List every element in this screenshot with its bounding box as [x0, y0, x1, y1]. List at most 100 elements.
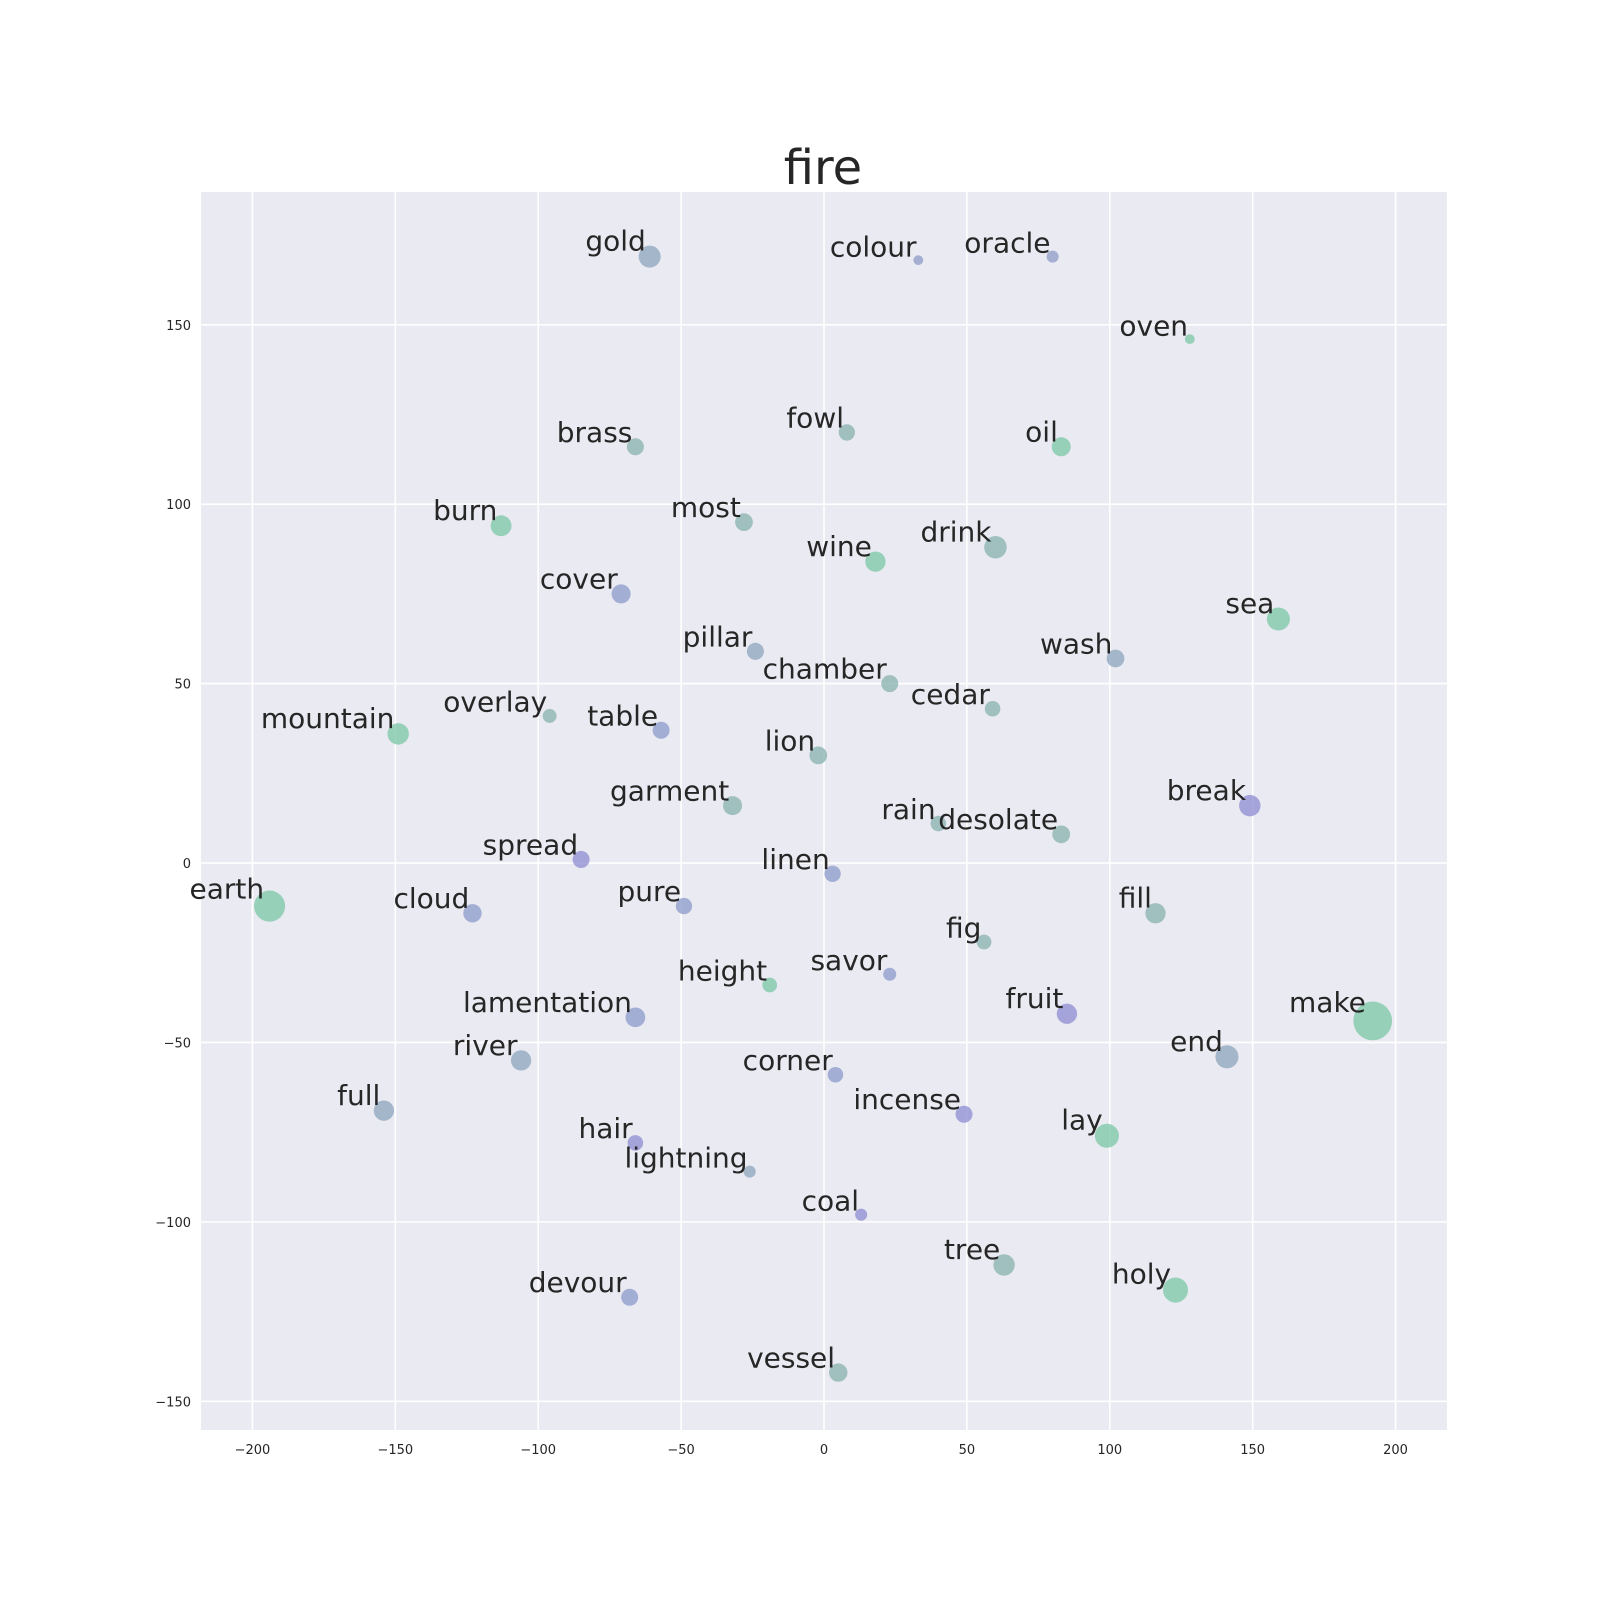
point-label-lay: lay [1061, 1104, 1103, 1137]
point-label-height: height [678, 954, 767, 987]
point-pure [675, 897, 693, 915]
point-lightning [743, 1165, 756, 1178]
point-height [762, 977, 778, 993]
point-spread [572, 850, 590, 868]
point-wine [865, 551, 886, 572]
point-lion [809, 746, 828, 765]
point-label-fruit: fruit [1005, 982, 1063, 1015]
point-fig [976, 934, 992, 950]
point-full [373, 1100, 395, 1121]
point-sea [1266, 607, 1290, 631]
x-tick-label: −100 [520, 1443, 556, 1458]
point-devour [621, 1288, 639, 1306]
data-points [254, 245, 1393, 1382]
tick-labels: −200 −150 −100 −50 0 50 100 150 200 −150 −100 −50 0 5… [155, 319, 1408, 1458]
point-label-full: full [337, 1079, 380, 1112]
point-label-lamentation: lamentation [463, 986, 632, 1019]
point-oracle [1046, 250, 1059, 263]
point-label-colour: colour [830, 230, 917, 263]
point-label-cedar: cedar [911, 678, 991, 711]
y-tick-label: 100 [166, 498, 191, 513]
point-label-wine: wine [806, 530, 872, 563]
point-label-oven: oven [1119, 309, 1188, 342]
point-oil [1051, 437, 1071, 457]
point-most [735, 513, 753, 532]
point-gold [638, 245, 661, 268]
point-label-sea: sea [1225, 587, 1274, 620]
point-label-wash: wash [1040, 627, 1112, 660]
point-rain [930, 815, 947, 832]
grid-lines [201, 192, 1447, 1430]
point-label-mountain: mountain [261, 702, 395, 735]
point-lay [1094, 1123, 1119, 1148]
y-tick-label: 50 [174, 678, 191, 693]
point-vessel [829, 1363, 848, 1382]
point-label-vessel: vessel [747, 1341, 835, 1374]
point-brass [626, 438, 644, 456]
point-cedar [984, 700, 1001, 717]
point-label-desolate: desolate [938, 803, 1058, 836]
point-earth [254, 890, 286, 922]
x-tick-label: 150 [1240, 1443, 1265, 1458]
y-tick-label: 150 [166, 319, 191, 334]
point-fowl [838, 424, 856, 441]
y-tick-label: −50 [164, 1036, 191, 1051]
point-label-devour: devour [529, 1266, 627, 1299]
point-cloud [463, 904, 482, 923]
point-colour [913, 255, 924, 266]
point-labels: gold colour oracle oven brass fowl oil burn most… [190, 225, 1366, 1375]
x-tick-label: −50 [667, 1443, 694, 1458]
point-label-make: make [1289, 986, 1366, 1019]
point-desolate [1052, 825, 1071, 844]
point-label-savor: savor [810, 944, 887, 977]
x-tick-label: −200 [235, 1443, 271, 1458]
point-cover [611, 584, 631, 604]
point-label-cover: cover [540, 563, 618, 596]
point-corner [827, 1066, 844, 1083]
point-label-spread: spread [483, 828, 578, 861]
point-label-brass: brass [557, 416, 633, 449]
x-tick-label: 100 [1097, 1443, 1122, 1458]
point-label-burn: burn [433, 494, 497, 527]
point-label-garment: garment [610, 774, 729, 807]
point-label-linen: linen [761, 843, 829, 876]
point-label-earth: earth [190, 873, 265, 906]
point-label-oil: oil [1025, 415, 1058, 448]
point-label-lightning: lightning [624, 1142, 747, 1175]
point-chamber [881, 675, 899, 693]
point-drink [984, 535, 1007, 559]
point-tree [993, 1254, 1015, 1276]
point-label-pure: pure [617, 875, 681, 908]
point-pillar [746, 642, 764, 660]
point-burn [490, 515, 512, 537]
point-incense [955, 1105, 973, 1123]
chart-title: fire [784, 140, 862, 196]
point-hair [627, 1135, 644, 1151]
point-end [1215, 1045, 1239, 1069]
point-make [1353, 1001, 1393, 1041]
point-holy [1162, 1277, 1189, 1303]
point-table [652, 721, 670, 739]
point-label-tree: tree [944, 1233, 1000, 1266]
x-tick-label: 200 [1383, 1443, 1408, 1458]
point-river [510, 1050, 532, 1071]
point-label-chamber: chamber [763, 653, 888, 686]
point-label-end: end [1170, 1025, 1223, 1058]
point-label-oracle: oracle [964, 226, 1050, 259]
x-tick-label: 50 [959, 1443, 976, 1458]
point-lamentation [625, 1007, 646, 1028]
point-garment [723, 796, 743, 816]
point-coal [855, 1208, 868, 1221]
point-oven [1184, 334, 1195, 345]
point-label-most: most [671, 491, 741, 524]
point-label-gold: gold [585, 225, 645, 258]
y-tick-label: −150 [155, 1395, 191, 1410]
point-label-lion: lion [765, 724, 815, 757]
point-mountain [387, 723, 409, 745]
point-fill [1145, 903, 1166, 924]
point-label-overlay: overlay [443, 685, 547, 718]
point-savor [883, 967, 897, 981]
point-label-river: river [453, 1029, 518, 1062]
point-linen [824, 865, 841, 882]
